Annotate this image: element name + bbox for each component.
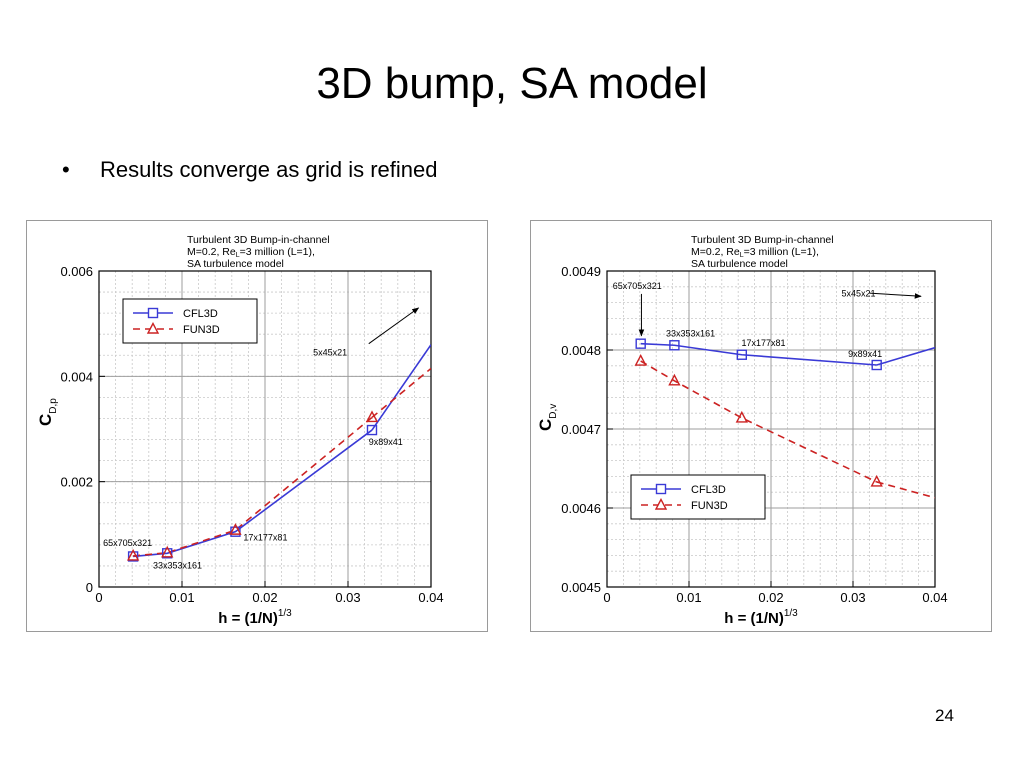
grid-size-annotation: 9x89x41 [848, 349, 882, 359]
data-point-cfl3d [736, 349, 748, 360]
data-point-cfl3d [669, 340, 680, 351]
grid-size-annotation: 33x353x161 [666, 329, 715, 339]
chart-header-line-1: Turbulent 3D Bump-in-channel [691, 234, 834, 246]
y-tick-label: 0.0048 [561, 343, 601, 358]
series-extension-cfl3d [371, 344, 431, 431]
grid-size-annotation: 65x705x321 [103, 538, 152, 548]
chart-header-line-3: SA turbulence model [691, 258, 788, 270]
annotation-arrow [368, 307, 420, 345]
legend-label-fun3d: FUN3D [691, 500, 728, 512]
chart-header-subscript: L [740, 252, 744, 259]
chart-header-mach: M=0.2, Re [187, 246, 236, 258]
data-point-fun3d [126, 548, 140, 561]
x-tick-label: 0.04 [418, 590, 443, 605]
slide-title: 3D bump, SA model [316, 59, 708, 108]
legend-box [630, 474, 766, 520]
chart-panel-pressure-drag: Turbulent 3D Bump-in-channel M=0.2, ReL=3… [26, 220, 488, 632]
x-axis-label-exponent: 1/3 [278, 608, 292, 619]
y-tick-label: 0.002 [60, 475, 93, 490]
y-tick-label: 0 [86, 580, 93, 595]
series-line-fun3d [640, 360, 878, 483]
legend-label-fun3d: FUN3D [183, 324, 220, 336]
data-point-cfl3d [162, 548, 173, 559]
page-number: 24 [935, 706, 954, 725]
x-tick-label: 0.02 [252, 590, 277, 605]
x-tick-label: 0.03 [335, 590, 360, 605]
chart-panel-viscous-drag: Turbulent 3D Bump-in-channel M=0.2, ReL=3… [530, 220, 992, 632]
data-point-cfl3d [366, 424, 378, 436]
legend-box [122, 298, 258, 344]
grid-size-annotation: 9x89x41 [369, 437, 403, 447]
x-axis-label-main: h = (1/N) [724, 610, 784, 627]
y-tick-label: 0.0049 [561, 264, 601, 279]
x-tick-label: 0 [95, 590, 102, 605]
x-axis-label: h = (1/N)1/3 [218, 608, 292, 627]
bullet-icon: • [62, 157, 70, 182]
series-extension-fun3d [876, 481, 935, 499]
grid-size-annotation: 33x353x161 [153, 561, 202, 571]
x-tick-label: 0 [603, 590, 610, 605]
data-point-fun3d [229, 523, 242, 535]
series-extension-cfl3d [876, 346, 935, 366]
x-tick-label: 0.04 [922, 590, 947, 605]
grid-size-annotation: 17x177x81 [243, 533, 287, 543]
series-line-fun3d [133, 416, 373, 557]
x-tick-label: 0.01 [169, 590, 194, 605]
y-tick-label: 0.004 [60, 369, 93, 384]
series-group [133, 344, 431, 558]
data-point-cfl3d [635, 338, 646, 349]
series-line-cfl3d [640, 342, 877, 366]
legend-marker-triangle-icon [654, 497, 668, 510]
legend-marker-square-icon [655, 483, 667, 495]
annotation-arrow [869, 292, 922, 299]
legend-marker-triangle-icon [146, 321, 160, 334]
bullet-list-item: • Results converge as grid is refined [62, 156, 438, 184]
series-extension-fun3d [371, 367, 431, 419]
y-tick-label: 0.0047 [561, 422, 601, 437]
grid-size-annotation: 5x45x21 [313, 347, 347, 357]
x-tick-label: 0.01 [676, 590, 701, 605]
legend-label-cfl3d: CFL3D [183, 308, 218, 320]
legend-marker-square-icon [147, 307, 159, 319]
bullet-text: Results converge as grid is refined [100, 157, 438, 182]
y-axis-label-main: C [536, 419, 555, 431]
chart-header-line-3: SA turbulence model [187, 258, 284, 270]
data-point-fun3d [634, 354, 647, 366]
y-axis-label-main: C [36, 414, 55, 426]
y-axis-label: CD,v [536, 404, 559, 431]
grid [606, 270, 936, 588]
chart-header-line-2: M=0.2, ReL=3 million (L=1), [187, 246, 315, 259]
chart-header-mach: M=0.2, Re [691, 246, 740, 258]
y-tick-label: 0.0046 [561, 501, 601, 516]
y-tick-label: 0.006 [60, 264, 93, 279]
x-axis-label: h = (1/N)1/3 [724, 608, 798, 627]
data-point-cfl3d [871, 359, 882, 371]
x-axis-label-main: h = (1/N) [218, 610, 278, 627]
grid-size-annotation: 17x177x81 [741, 338, 785, 348]
chart-header-subscript: L [236, 252, 240, 259]
y-axis-label-subscript: D,p [48, 398, 59, 414]
data-point-fun3d [365, 410, 379, 423]
series-group [640, 342, 935, 499]
chart-header-line-2: M=0.2, ReL=3 million (L=1), [691, 246, 819, 259]
data-point-cfl3d [127, 551, 139, 562]
chart-header-line-1: Turbulent 3D Bump-in-channel [187, 234, 330, 246]
x-tick-label: 0.03 [840, 590, 865, 605]
grid-size-annotation: 5x45x21 [842, 288, 876, 298]
data-point-fun3d [870, 474, 883, 487]
x-axis-label-exponent: 1/3 [784, 608, 798, 619]
x-tick-label: 0.02 [758, 590, 783, 605]
chart-header-reynolds: =3 million (L=1), [744, 246, 819, 258]
legend-label-cfl3d: CFL3D [691, 484, 726, 496]
grid-size-annotation: 65x705x321 [613, 281, 662, 291]
y-tick-label: 0.0045 [561, 580, 601, 595]
y-axis-label-subscript: D,v [548, 404, 559, 419]
chart-header-reynolds: =3 million (L=1), [240, 246, 315, 258]
data-point-fun3d [668, 373, 681, 386]
y-axis-label: CD,p [36, 398, 59, 426]
data-point-fun3d [161, 545, 174, 558]
data-point-fun3d [735, 410, 748, 423]
